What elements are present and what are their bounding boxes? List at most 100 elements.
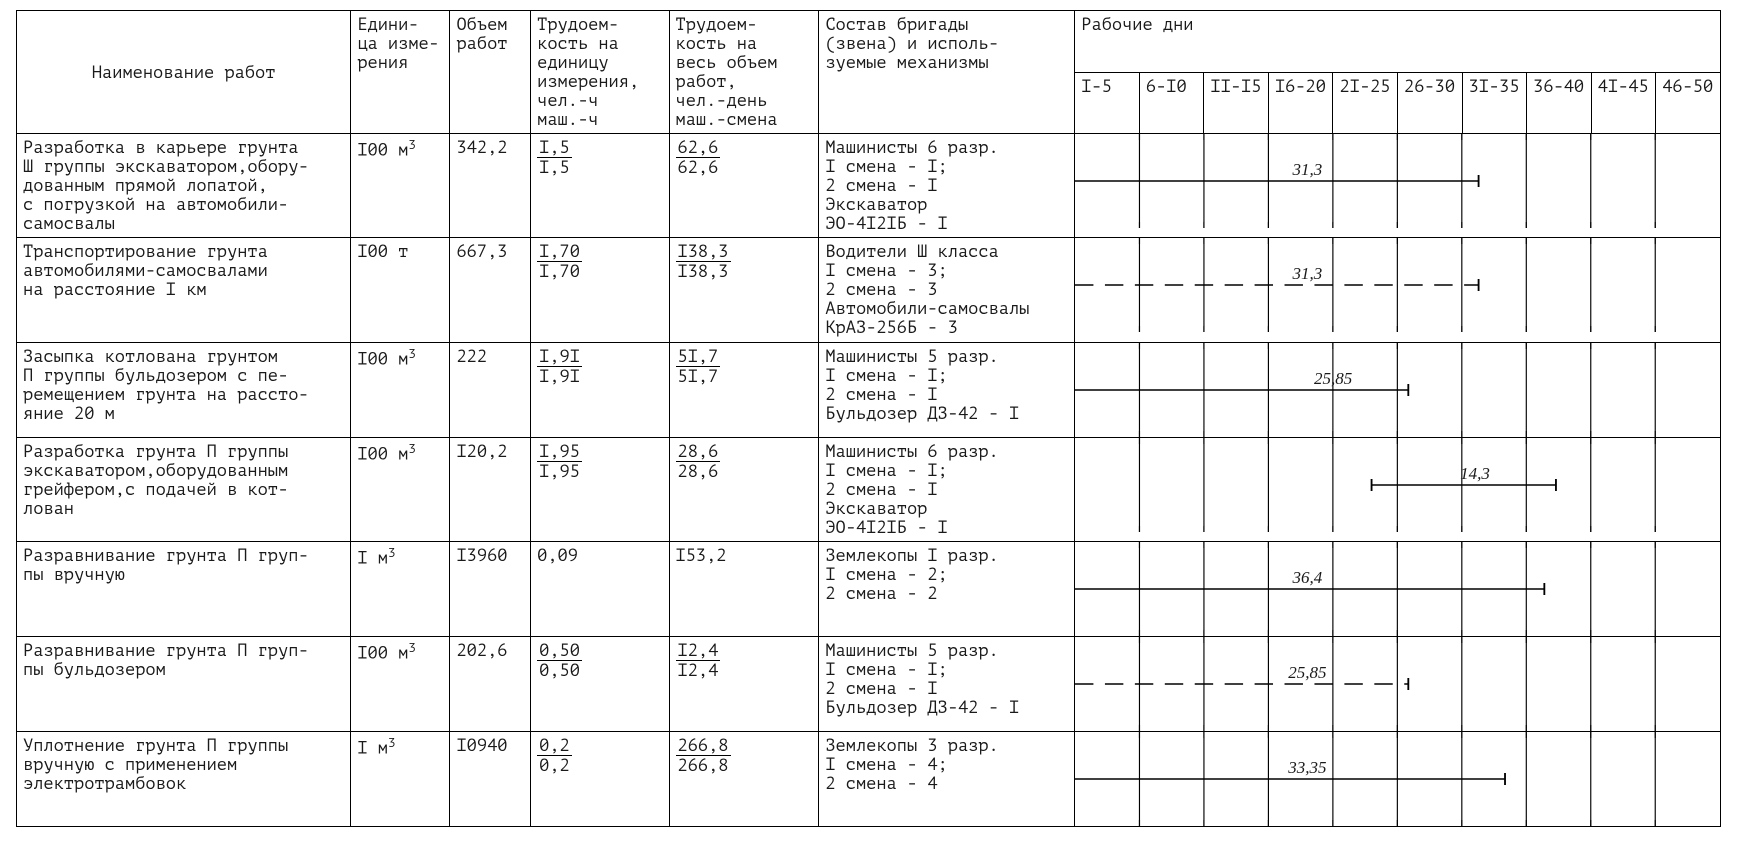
cell-gantt: 25,85 xyxy=(1075,636,1721,731)
cell-te-unit-den: 0,50 xyxy=(537,661,582,680)
cell-te-total-den: 28,6 xyxy=(676,462,721,481)
cell-unit: I00 м3 xyxy=(351,636,450,731)
cell-te-total-num: 266,8 xyxy=(676,736,731,756)
cell-te-unit: 0,09 xyxy=(531,541,669,636)
table-row: Разработка в карьере грунтаШ группы экск… xyxy=(17,134,1721,238)
hdr-unit: Едини-ца изме-рения xyxy=(351,11,450,134)
cell-te-unit-num: I,9I xyxy=(537,347,582,367)
gantt-svg xyxy=(1075,732,1720,826)
hdr-day-6: 3I-35 xyxy=(1462,72,1527,134)
hdr-day-1: 6-I0 xyxy=(1139,72,1204,134)
cell-crew: Землекопы I разр.I смена - 2;2 смена - 2 xyxy=(819,541,1075,636)
cell-volume: I20,2 xyxy=(450,437,531,541)
gantt-label: 36,4 xyxy=(1293,568,1323,587)
table-row: Разработка грунта П группыэкскаватором,о… xyxy=(17,437,1721,541)
cell-gantt: 25,85 xyxy=(1075,342,1721,437)
hdr-te-unit: Трудоем-кость наединицуизмерения,чел.-чм… xyxy=(531,11,669,134)
cell-te-unit: I,95I,95 xyxy=(531,437,669,541)
table-row: Уплотнение грунта П группывручную с прим… xyxy=(17,731,1721,826)
cell-te-total: I38,3I38,3 xyxy=(669,238,819,342)
cell-te-total-num: I38,3 xyxy=(676,242,731,262)
cell-gantt: 36,4 xyxy=(1075,541,1721,636)
hdr-volume: Объемработ xyxy=(450,11,531,134)
cell-crew: Машинисты 6 разр.I смена - I;2 смена - I… xyxy=(819,134,1075,238)
cell-te-unit-num: I,5 xyxy=(537,138,572,158)
cell-te-total-den: I38,3 xyxy=(676,262,731,281)
cell-unit: I00 т xyxy=(351,238,450,342)
hdr-te-total: Трудоем-кость навесь объемработ,чел.-ден… xyxy=(669,11,819,134)
hdr-day-7: 36-40 xyxy=(1527,72,1592,134)
cell-crew: Землекопы 3 разр.I смена - 4;2 смена - 4 xyxy=(819,731,1075,826)
cell-te-unit-num: I,95 xyxy=(537,442,582,462)
cell-crew: Машинисты 6 разр.I смена - I;2 смена - I… xyxy=(819,437,1075,541)
cell-te-unit: I,5I,5 xyxy=(531,134,669,238)
hdr-day-8: 4I-45 xyxy=(1591,72,1656,134)
cell-volume: I0940 xyxy=(450,731,531,826)
gantt-label: 31,3 xyxy=(1293,264,1323,283)
gantt-label: 25,85 xyxy=(1314,368,1352,387)
cell-te-total: 266,8266,8 xyxy=(669,731,819,826)
cell-te-unit: I,70I,70 xyxy=(531,238,669,342)
cell-te-total: 62,662,6 xyxy=(669,134,819,238)
cell-te-total: I2,4I2,4 xyxy=(669,636,819,731)
cell-unit: I00 м3 xyxy=(351,134,450,238)
cell-te-unit-num: 0,50 xyxy=(537,641,582,661)
cell-te-unit-den: I,9I xyxy=(537,367,582,386)
cell-unit: I м3 xyxy=(351,541,450,636)
cell-te-total: 5I,75I,7 xyxy=(669,342,819,437)
cell-volume: I3960 xyxy=(450,541,531,636)
table-header: Наименование работ Едини-ца изме-рения О… xyxy=(17,11,1721,134)
cell-name: Разработка в карьере грунтаШ группы экск… xyxy=(17,134,351,238)
cell-volume: 667,3 xyxy=(450,238,531,342)
hdr-day-2: II-I5 xyxy=(1204,72,1269,134)
cell-gantt: 14,3 xyxy=(1075,437,1721,541)
cell-te-unit-den: I,95 xyxy=(537,462,582,481)
cell-unit: I00 м3 xyxy=(351,437,450,541)
cell-name: Разравнивание грунта П груп-пы бульдозер… xyxy=(17,636,351,731)
cell-name: Уплотнение грунта П группывручную с прим… xyxy=(17,731,351,826)
cell-te-unit: 0,500,50 xyxy=(531,636,669,731)
cell-te-total: I53,2 xyxy=(669,541,819,636)
cell-name: Засыпка котлована грунтомП группы бульдо… xyxy=(17,342,351,437)
cell-te-total-den: 5I,7 xyxy=(676,367,721,386)
cell-te-total-den: 62,6 xyxy=(676,158,721,177)
cell-te-unit: 0,20,2 xyxy=(531,731,669,826)
cell-te-total-num: 5I,7 xyxy=(676,347,721,367)
gantt-label: 14,3 xyxy=(1460,463,1490,482)
gantt-svg xyxy=(1075,542,1720,636)
cell-crew: Машинисты 5 разр.I смена - I;2 смена - I… xyxy=(819,636,1075,731)
cell-te-unit-den: I,70 xyxy=(537,262,582,281)
table-row: Засыпка котлована грунтомП группы бульдо… xyxy=(17,342,1721,437)
hdr-day-3: I6-20 xyxy=(1268,72,1333,134)
table-row: Транспортирование грунтаавтомобилями-сам… xyxy=(17,238,1721,342)
cell-gantt: 31,3 xyxy=(1075,134,1721,238)
hdr-day-0: I-5 xyxy=(1075,72,1140,134)
cell-te-unit: I,9II,9I xyxy=(531,342,669,437)
cell-te-total-num: 28,6 xyxy=(676,442,721,462)
hdr-name: Наименование работ xyxy=(17,11,351,134)
cell-te-unit-num: I,70 xyxy=(537,242,582,262)
cell-te-total-num: 62,6 xyxy=(676,138,721,158)
cell-te-total-num: I2,4 xyxy=(676,641,721,661)
table-body: Разработка в карьере грунтаШ группы экск… xyxy=(17,134,1721,826)
gantt-label: 33,35 xyxy=(1288,758,1326,777)
schedule-table: Наименование работ Едини-ца изме-рения О… xyxy=(16,10,1721,827)
cell-gantt: 31,3 xyxy=(1075,238,1721,342)
cell-name: Транспортирование грунтаавтомобилями-сам… xyxy=(17,238,351,342)
cell-crew: Машинисты 5 разр.I смена - I;2 смена - I… xyxy=(819,342,1075,437)
cell-te-unit-den: I,5 xyxy=(537,158,572,177)
cell-te-total-den: I2,4 xyxy=(676,661,721,680)
cell-te-unit-num: 0,2 xyxy=(537,736,572,756)
gantt-svg xyxy=(1075,238,1720,332)
cell-name: Разработка грунта П группыэкскаватором,о… xyxy=(17,437,351,541)
gantt-svg xyxy=(1075,438,1720,532)
cell-crew: Водители Ш классаI смена - 3;2 смена - 3… xyxy=(819,238,1075,342)
hdr-day-5: 26-30 xyxy=(1398,72,1463,134)
gantt-label: 25,85 xyxy=(1288,663,1326,682)
cell-volume: 222 xyxy=(450,342,531,437)
hdr-crew: Состав бригады(звена) и исполь-зуемые ме… xyxy=(819,11,1075,134)
gantt-svg xyxy=(1075,134,1720,228)
cell-unit: I00 м3 xyxy=(351,342,450,437)
gantt-svg xyxy=(1075,343,1720,437)
gantt-label: 31,3 xyxy=(1293,160,1323,179)
